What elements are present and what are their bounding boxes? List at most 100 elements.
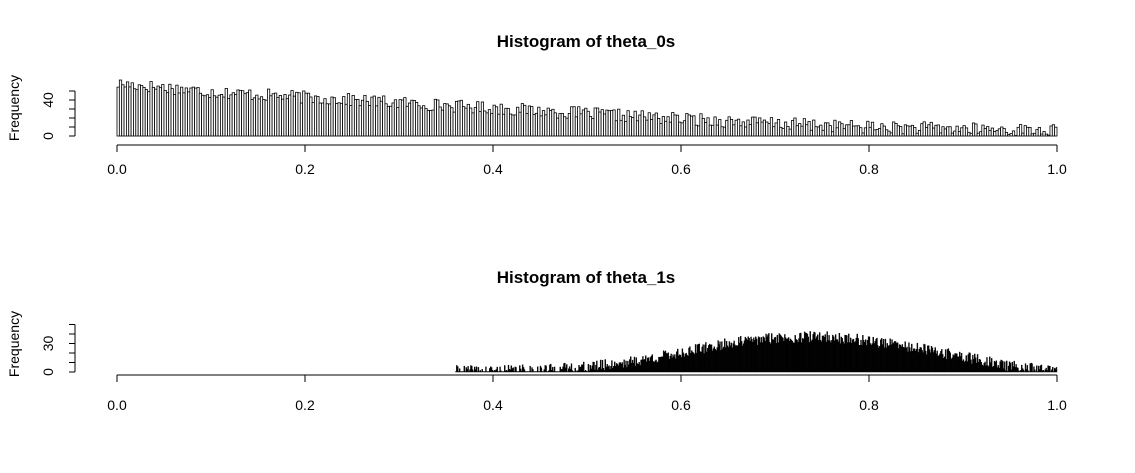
y-tick-label: 0 bbox=[40, 132, 56, 140]
histogram-bar bbox=[552, 367, 554, 373]
histogram-panel-theta-0s: Histogram of theta_0s Frequency 0.0 0.2 0.… bbox=[6, 32, 1067, 177]
chart-title-theta-0s: Histogram of theta_0s bbox=[497, 32, 676, 51]
histogram-bar bbox=[1034, 369, 1036, 373]
histogram-bar bbox=[1040, 364, 1043, 373]
histogram-bar bbox=[986, 357, 988, 373]
histogram-bar bbox=[583, 361, 585, 373]
histogram-bar bbox=[1002, 361, 1004, 373]
histogram-bar bbox=[601, 359, 604, 373]
y-tick-label: 40 bbox=[40, 92, 56, 108]
histogram-bar bbox=[529, 365, 531, 373]
histogram-bar bbox=[593, 362, 595, 373]
histogram-bar bbox=[1049, 366, 1051, 373]
histogram-bar bbox=[913, 127, 917, 137]
x-tick-label: 0.4 bbox=[483, 161, 503, 177]
histogram-bar bbox=[1028, 127, 1032, 137]
histogram-bar bbox=[479, 370, 481, 373]
histogram-bar bbox=[520, 368, 522, 373]
histogram-bar bbox=[1031, 363, 1033, 373]
histogram-bar bbox=[589, 365, 591, 373]
x-tick-label: 0.6 bbox=[671, 397, 691, 413]
histogram-bar bbox=[550, 363, 552, 373]
x-tick-label: 0.8 bbox=[859, 397, 879, 413]
x-tick-label: 0.4 bbox=[483, 397, 503, 413]
histogram-bar bbox=[633, 356, 636, 373]
histogram-bar bbox=[1054, 126, 1058, 137]
histogram-panel-theta-1s: Histogram of theta_1s Frequency 0.0 0.2 0.… bbox=[6, 268, 1067, 413]
x-axis-theta-0s: 0.0 0.2 0.4 0.6 0.8 1.0 bbox=[107, 144, 1067, 177]
histogram-bar bbox=[1042, 370, 1045, 373]
histogram-bar bbox=[523, 369, 526, 373]
histogram-bar bbox=[870, 121, 875, 137]
histogram-bar bbox=[1011, 130, 1016, 137]
histogram-bar bbox=[974, 123, 978, 137]
histogram-bar bbox=[991, 358, 993, 373]
x-tick-label: 1.0 bbox=[1047, 161, 1067, 177]
histogram-bar bbox=[574, 367, 576, 373]
x-tick-label: 1.0 bbox=[1047, 397, 1067, 413]
histogram-bar bbox=[948, 126, 952, 137]
histogram-bar bbox=[1033, 366, 1035, 373]
bars-theta-0s bbox=[116, 79, 1058, 137]
histogram-bar bbox=[1037, 127, 1041, 137]
histogram-bar bbox=[490, 367, 493, 373]
histogram-bar bbox=[621, 362, 623, 373]
histogram-bar bbox=[471, 365, 473, 373]
x-axis-theta-1s: 0.0 0.2 0.4 0.6 0.8 1.0 bbox=[107, 374, 1067, 413]
x-tick-label: 0.6 bbox=[671, 161, 691, 177]
x-tick-label: 0.8 bbox=[859, 161, 879, 177]
bars-theta-1s bbox=[455, 331, 1058, 373]
histogram-bar bbox=[507, 364, 510, 373]
y-axis-theta-0s: 0 40 bbox=[40, 90, 76, 140]
x-tick-label: 0.0 bbox=[107, 397, 127, 413]
x-tick-label: 0.0 bbox=[107, 161, 127, 177]
y-axis-theta-1s: 0 30 bbox=[40, 324, 76, 376]
histogram-bar bbox=[463, 365, 465, 373]
histogram-bar bbox=[625, 360, 627, 373]
histogram-bar bbox=[1004, 361, 1006, 373]
histogram-bar bbox=[467, 366, 469, 373]
histogram-bar bbox=[571, 370, 574, 373]
histogram-bar bbox=[587, 363, 590, 373]
histogram-bar bbox=[604, 359, 606, 373]
histogram-bar bbox=[553, 366, 556, 373]
histogram-bar bbox=[1022, 369, 1025, 373]
histogram-bar bbox=[515, 367, 517, 373]
histogram-bar bbox=[1045, 367, 1047, 373]
histogram-bar bbox=[807, 121, 811, 137]
histogram-bar bbox=[491, 370, 494, 373]
histogram-bar bbox=[1006, 360, 1008, 373]
histogram-bar bbox=[504, 365, 506, 373]
histogram-bar bbox=[564, 362, 566, 373]
histogram-bar bbox=[1009, 362, 1012, 373]
histogram-bar bbox=[608, 365, 610, 373]
histogram-bar bbox=[1055, 367, 1058, 373]
histogram-bar bbox=[1024, 363, 1027, 373]
histogram-bar bbox=[936, 124, 940, 137]
histogram-bar bbox=[1017, 367, 1019, 373]
histogram-bar bbox=[472, 369, 474, 373]
histogram-bar bbox=[1052, 366, 1054, 373]
histogram-bar bbox=[457, 366, 459, 373]
histogram-bar bbox=[1037, 365, 1040, 373]
y-tick-label: 30 bbox=[40, 336, 56, 352]
histogram-bar bbox=[475, 366, 478, 373]
x-tick-label: 0.2 bbox=[295, 161, 315, 177]
histogram-bar bbox=[458, 368, 461, 373]
y-axis-label-theta-0s: Frequency bbox=[6, 75, 22, 141]
histogram-bar bbox=[566, 364, 568, 373]
histogram-bar bbox=[1036, 365, 1038, 373]
histogram-bar bbox=[477, 367, 480, 373]
histogram-bar bbox=[540, 367, 543, 373]
histogram-bar bbox=[545, 365, 547, 373]
x-tick-label: 0.2 bbox=[295, 397, 315, 413]
histogram-bar bbox=[1013, 360, 1015, 373]
histogram-bar bbox=[499, 366, 501, 373]
histogram-bar bbox=[596, 360, 598, 373]
histogram-bar bbox=[1026, 365, 1029, 373]
histogram-bar bbox=[485, 366, 487, 373]
histogram-bar bbox=[536, 366, 539, 373]
histogram-bar bbox=[611, 360, 613, 373]
histogram-bar bbox=[1019, 124, 1023, 137]
